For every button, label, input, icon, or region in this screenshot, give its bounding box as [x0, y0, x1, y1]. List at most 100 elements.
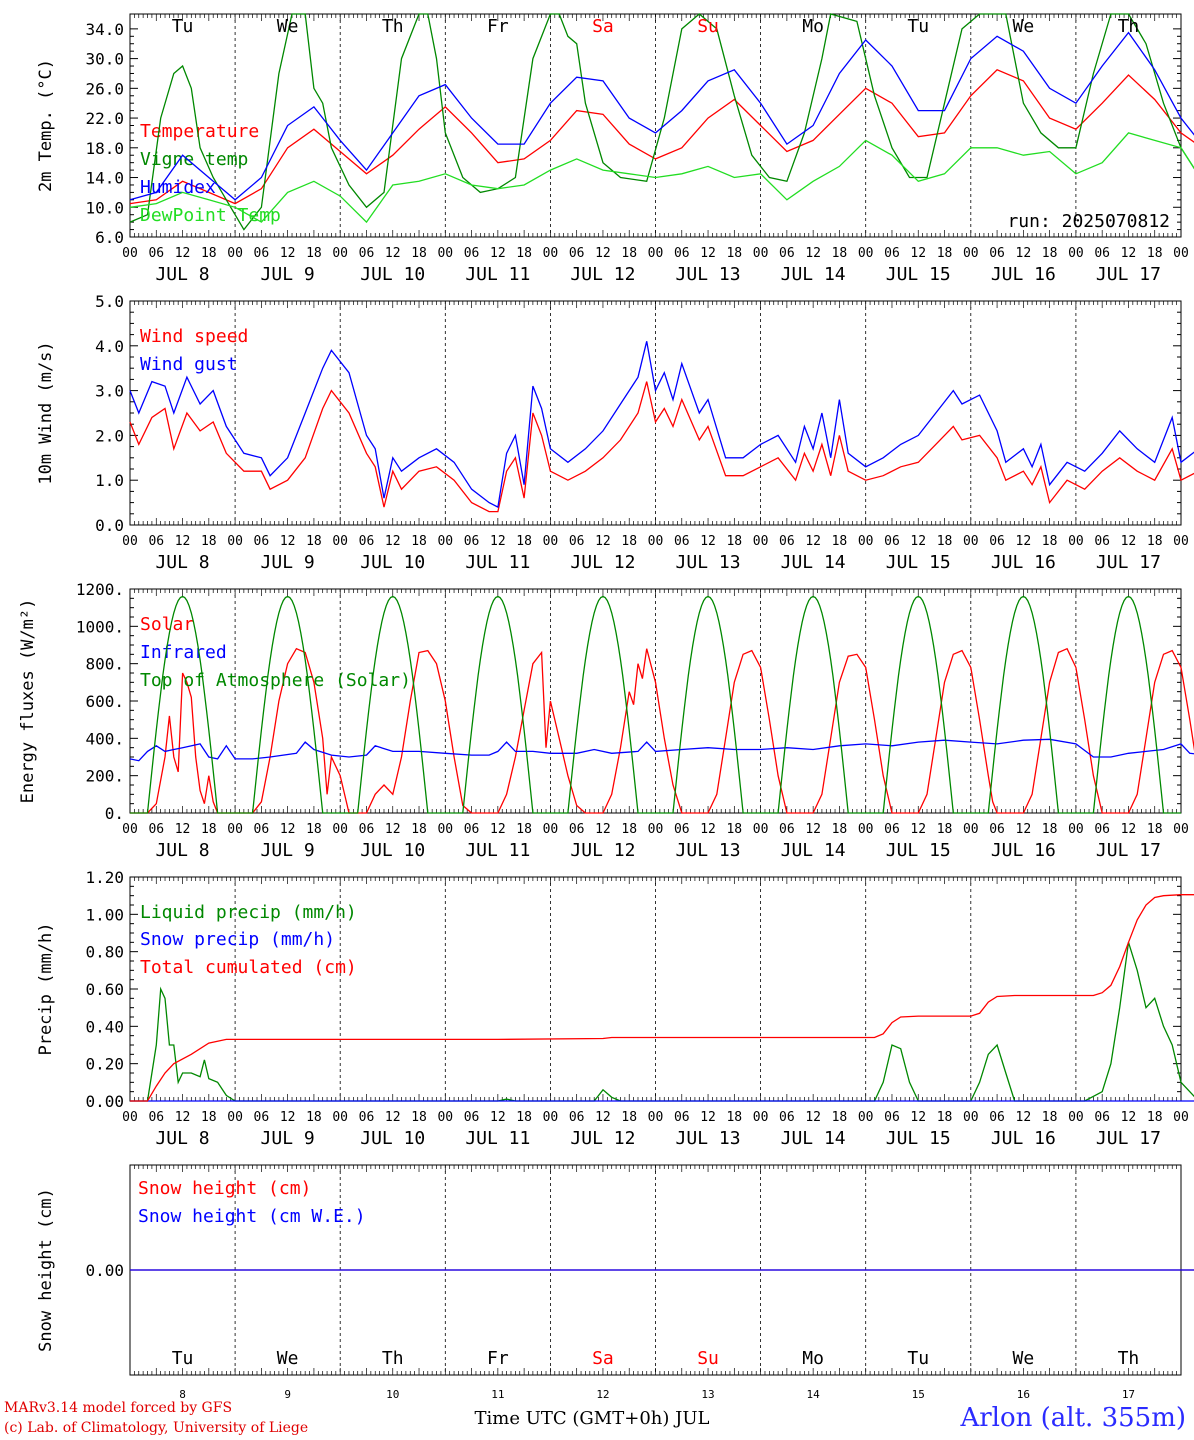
hour-tick-label: 18 — [411, 534, 427, 549]
hour-tick-label: 12 — [175, 1110, 191, 1125]
hour-tick-label: 00 — [437, 1110, 453, 1125]
day-label: JUL 17 — [1096, 552, 1161, 573]
hour-tick-label: 18 — [726, 534, 742, 549]
hour-tick-label: 06 — [989, 822, 1005, 837]
hour-tick-label: 06 — [569, 822, 585, 837]
weekday-label-bottom: Tu — [907, 1348, 929, 1369]
y-tick-label: 200. — [85, 767, 124, 786]
day-label: JUL 10 — [360, 264, 425, 285]
hour-tick-label: 12 — [700, 822, 716, 837]
hour-tick-label: 18 — [621, 534, 637, 549]
day-label: JUL 12 — [570, 264, 635, 285]
hour-tick-label: 00 — [753, 822, 769, 837]
hour-tick-label: 12 — [280, 1110, 296, 1125]
y-tick-label: 26.0 — [85, 79, 124, 98]
series-line-solar — [130, 647, 1194, 814]
day-label: JUL 14 — [781, 264, 846, 285]
series-line-total-cumulated-cm- — [130, 894, 1194, 1102]
hour-tick-label: 12 — [805, 534, 821, 549]
weekday-label-top: Fr — [487, 16, 509, 37]
hour-tick-label: 06 — [148, 1110, 164, 1125]
hour-tick-label: 12 — [490, 1110, 506, 1125]
day-label: JUL 12 — [570, 552, 635, 573]
hour-tick-label: 06 — [779, 1110, 795, 1125]
hour-tick-label: 00 — [332, 246, 348, 261]
hour-tick-label: 00 — [858, 822, 874, 837]
hour-tick-label: 18 — [516, 534, 532, 549]
day-number-label: 9 — [284, 1388, 291, 1401]
hour-tick-label: 06 — [884, 246, 900, 261]
hour-tick-label: 12 — [1121, 246, 1137, 261]
hour-tick-label: 06 — [674, 822, 690, 837]
day-number-label: 15 — [912, 1388, 925, 1401]
series-line-vigne-temp — [129, 13, 1194, 231]
weekday-label-top: We — [1013, 16, 1035, 37]
day-label: JUL 8 — [155, 264, 209, 285]
hour-tick-label: 12 — [910, 246, 926, 261]
y-tick-label: 0.80 — [85, 943, 124, 962]
series-line-liquid-precip-mm-h- — [130, 942, 1194, 1102]
hour-tick-label: 00 — [1068, 246, 1084, 261]
series-line-infrared — [129, 738, 1194, 762]
day-label: JUL 13 — [676, 840, 741, 861]
hour-tick-label: 12 — [910, 534, 926, 549]
y-tick-label: 10.0 — [85, 198, 124, 217]
weekday-label-top: Tu — [172, 16, 194, 37]
day-number-label: 10 — [386, 1388, 399, 1401]
hour-tick-label: 06 — [359, 246, 375, 261]
hour-tick-label: 12 — [1016, 1110, 1032, 1125]
y-tick-label: 18.0 — [85, 139, 124, 158]
hour-tick-label: 18 — [726, 822, 742, 837]
hour-tick-label: 00 — [963, 534, 979, 549]
day-label: JUL 14 — [781, 552, 846, 573]
hour-tick-label: 12 — [805, 1110, 821, 1125]
hour-tick-label: 00 — [1173, 246, 1189, 261]
hour-tick-label: 00 — [648, 534, 664, 549]
panel-3: 0. 200. 400. 600. 800. 1000. 1200. Energy fluxe… — [18, 580, 1194, 861]
weekday-label-top: Th — [382, 16, 404, 37]
y-axis-label: 10m Wind (m/s) — [36, 341, 56, 484]
day-label: JUL 17 — [1096, 840, 1161, 861]
hour-tick-label: 06 — [464, 246, 480, 261]
hour-tick-label: 12 — [385, 246, 401, 261]
y-tick-label: 0.60 — [85, 980, 124, 999]
day-label: JUL 8 — [155, 840, 209, 861]
hour-tick-label: 00 — [437, 246, 453, 261]
hour-tick-label: 00 — [227, 1110, 243, 1125]
hour-tick-label: 06 — [148, 822, 164, 837]
day-label: JUL 16 — [991, 840, 1056, 861]
day-label: JUL 17 — [1096, 1128, 1161, 1149]
hour-tick-label: 18 — [937, 1110, 953, 1125]
hour-tick-label: 06 — [464, 534, 480, 549]
day-label: JUL 9 — [261, 1128, 315, 1149]
hour-tick-label: 06 — [674, 246, 690, 261]
hour-tick-label: 00 — [1068, 1110, 1084, 1125]
plot-frame — [129, 300, 1182, 526]
hour-tick-label: 06 — [359, 822, 375, 837]
day-number-label: 11 — [491, 1388, 504, 1401]
weekday-label-top: Tu — [907, 16, 929, 37]
legend-entry: Total cumulated (cm) — [140, 957, 357, 978]
day-label: JUL 9 — [261, 552, 315, 573]
hour-tick-label: 18 — [516, 822, 532, 837]
day-number-label: 16 — [1017, 1388, 1030, 1401]
hour-tick-label: 06 — [989, 534, 1005, 549]
y-tick-label: 22.0 — [85, 109, 124, 128]
y-tick-label: 6.0 — [95, 228, 124, 247]
day-label: JUL 11 — [465, 1128, 530, 1149]
hour-tick-label: 18 — [516, 1110, 532, 1125]
weekday-label-bottom: Su — [697, 1348, 719, 1369]
hour-tick-label: 12 — [490, 246, 506, 261]
hour-tick-label: 06 — [1094, 246, 1110, 261]
legend-entry: Snow precip (mm/h) — [140, 929, 335, 950]
day-label: JUL 14 — [781, 1128, 846, 1149]
hour-tick-label: 06 — [884, 822, 900, 837]
hour-tick-label: 00 — [648, 822, 664, 837]
y-tick-label: 1.00 — [85, 905, 124, 924]
y-tick-label: 30.0 — [85, 50, 124, 69]
weekday-label-top: We — [277, 16, 299, 37]
day-label: JUL 15 — [886, 264, 951, 285]
weekday-label-bottom: Fr — [487, 1348, 509, 1369]
y-tick-label: 0. — [105, 804, 124, 823]
hour-tick-label: 12 — [385, 822, 401, 837]
